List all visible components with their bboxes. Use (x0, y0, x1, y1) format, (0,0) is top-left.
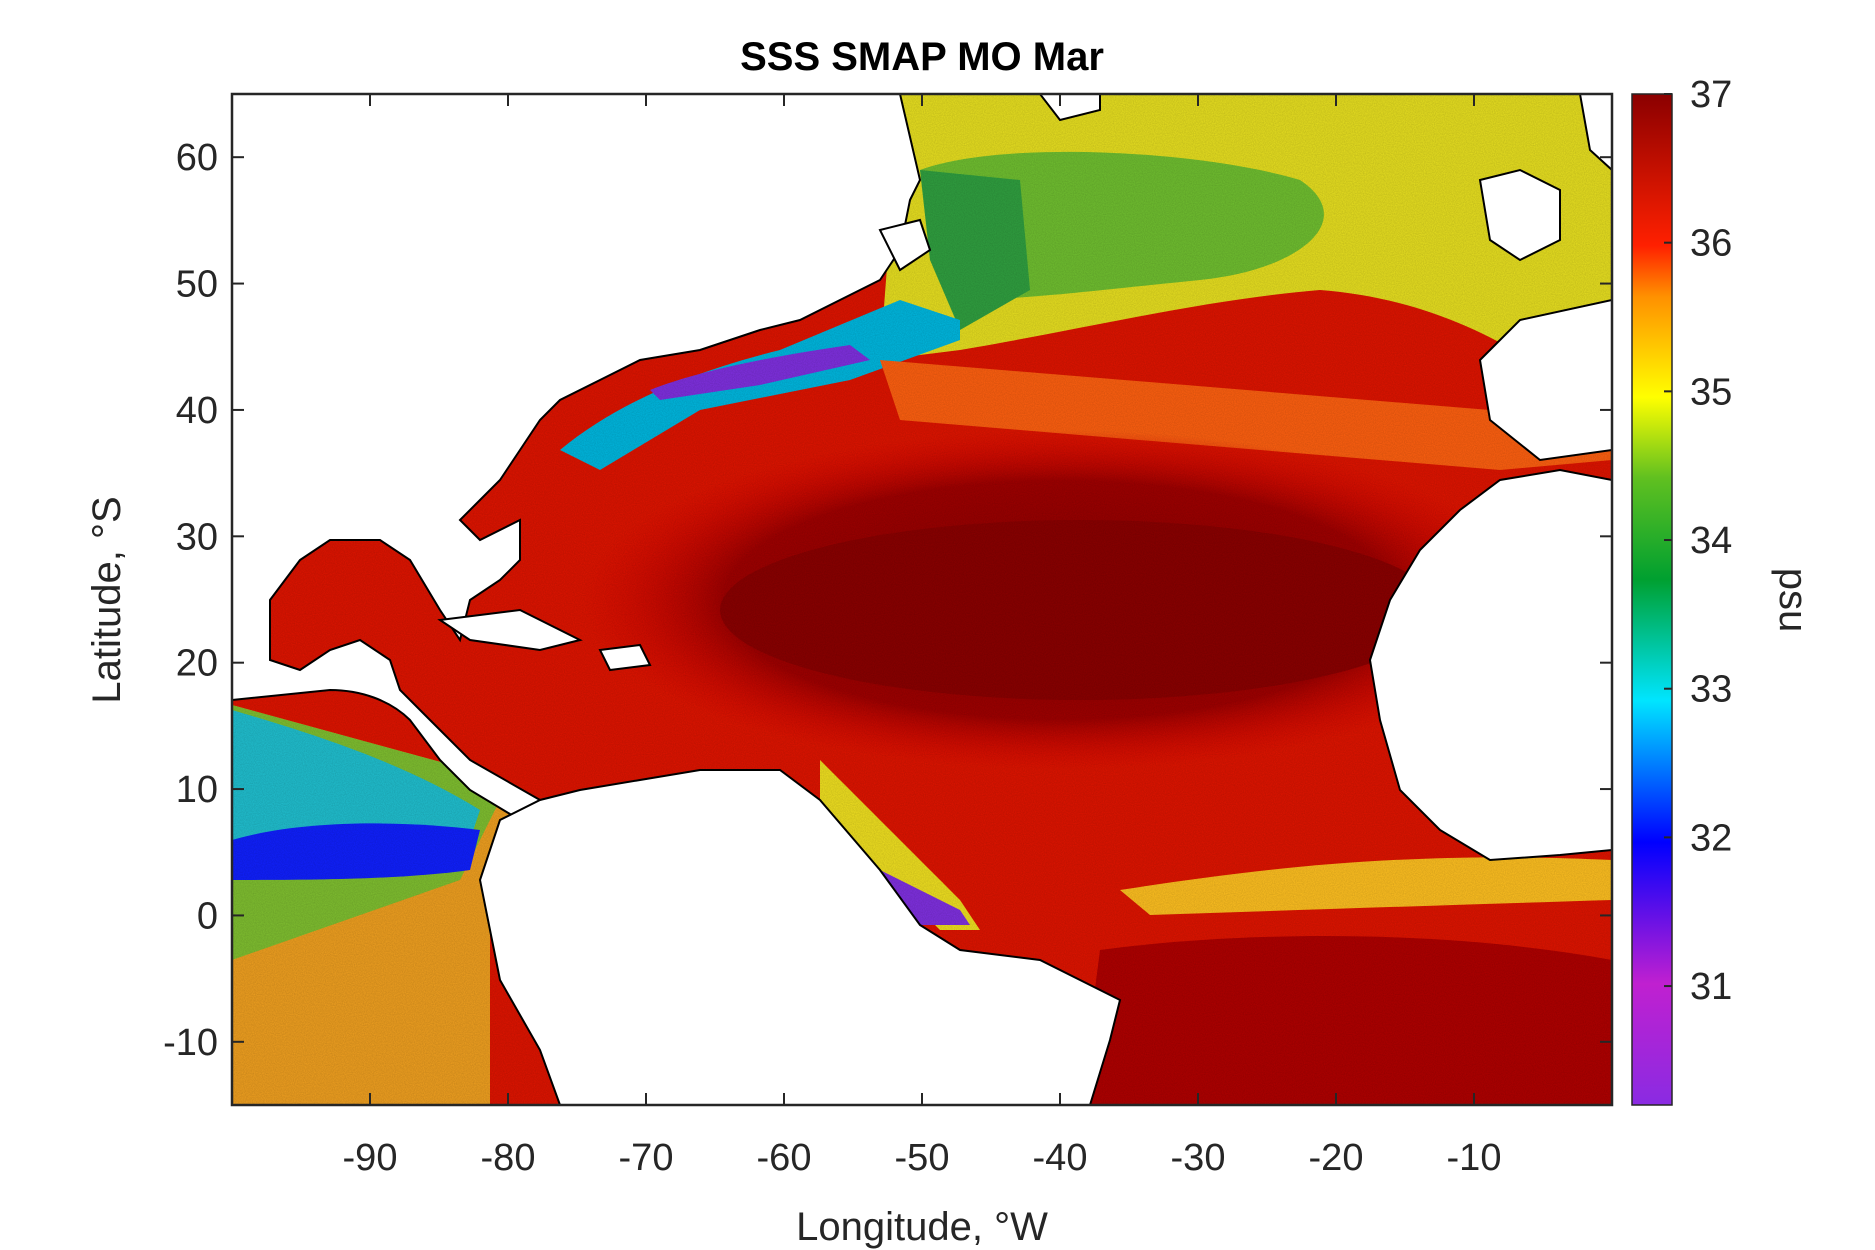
colorbar-tick-label: 36 (1690, 223, 1732, 265)
map-title: SSS SMAP MO Mar (740, 35, 1104, 79)
y-tick-label: 60 (176, 137, 218, 179)
y-tick-label: 0 (197, 895, 218, 937)
land-hispaniola (598, 643, 652, 672)
x-tick-label: -40 (1033, 1137, 1088, 1179)
colorbar (1631, 93, 1673, 1106)
x-tick-label: -10 (1447, 1137, 1502, 1179)
land-south-america (478, 769, 1122, 1105)
y-tick-label: 30 (176, 516, 218, 558)
x-tick-label: -90 (343, 1137, 398, 1179)
land-cuba (437, 608, 583, 652)
colorbar-tick-label: 33 (1690, 669, 1732, 711)
x-tick-label: -60 (757, 1137, 812, 1179)
colorbar-tick-label: 37 (1690, 74, 1732, 116)
land-british-isles (1478, 168, 1561, 262)
map-plot-area (232, 94, 1612, 1105)
land-greenland (1038, 94, 1101, 122)
y-tick-label: 20 (176, 643, 218, 685)
land-africa (1368, 468, 1612, 862)
x-tick-label: -80 (481, 1137, 536, 1179)
colorbar-tick-label: 35 (1690, 371, 1732, 413)
land-masses (232, 94, 1612, 1105)
x-tick-label: -30 (1171, 1137, 1226, 1179)
y-tick-label: -10 (163, 1022, 218, 1064)
land-scandinavia (1578, 94, 1612, 172)
colorbar-tick-label: 34 (1690, 520, 1732, 562)
y-tick-label: 50 (176, 264, 218, 306)
y-axis-label: Latitude, °S (85, 496, 129, 703)
x-axis-label: Longitude, °W (796, 1205, 1048, 1249)
x-axis-ticks: -90 -80 -70 -60 -50 -40 -30 -20 -10 (343, 94, 1502, 1179)
y-tick-label: 10 (176, 769, 218, 811)
colorbar-tick-label: 32 (1690, 817, 1732, 859)
land-newfoundland (878, 218, 932, 272)
colorbar-ticks: 31 32 33 34 35 36 37 (1664, 74, 1732, 1008)
x-tick-label: -50 (895, 1137, 950, 1179)
colorbar-tick-label: 31 (1690, 966, 1732, 1008)
y-axis-ticks: -10 0 10 20 30 40 50 60 (163, 137, 1612, 1064)
colorbar-label: psu (1771, 568, 1815, 633)
land-iberia (1478, 298, 1612, 462)
x-tick-label: -70 (619, 1137, 674, 1179)
y-tick-label: 40 (176, 390, 218, 432)
x-tick-label: -20 (1309, 1137, 1364, 1179)
land-north-america (232, 94, 922, 822)
